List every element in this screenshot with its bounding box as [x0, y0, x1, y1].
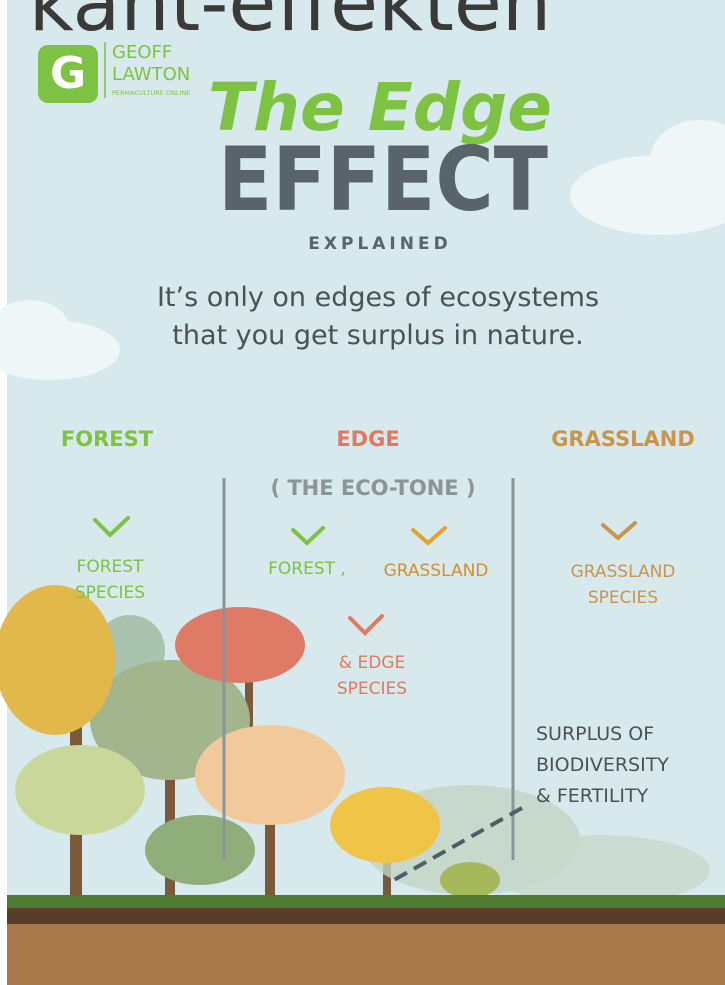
species-label: GRASSLAND	[571, 562, 676, 582]
overlay-title: kant-effekten	[29, 0, 552, 49]
soil-top	[7, 908, 725, 924]
species-label: SPECIES	[75, 583, 145, 603]
species-label: & EDGE	[339, 653, 405, 673]
species-label: FOREST	[77, 557, 145, 577]
species-label: GRASSLAND	[384, 561, 489, 581]
grass	[7, 895, 725, 909]
column-heading: EDGE	[336, 427, 399, 451]
subtitle: that you get surplus in nature.	[172, 320, 583, 351]
callout-line: BIODIVERSITY	[536, 754, 669, 776]
callout-line: SURPLUS OF	[536, 723, 654, 745]
logo-tagline: PERMACULTURE ONLINE	[112, 89, 190, 97]
column-heading: FOREST	[61, 427, 154, 451]
page: kant-effekten G GEOFF LAWTON PERMACULTUR…	[0, 0, 725, 985]
kicker: EXPLAINED	[308, 234, 451, 254]
species-label: SPECIES	[588, 588, 658, 608]
callout-line: & FERTILITY	[536, 785, 649, 807]
logo-line: LAWTON	[112, 64, 190, 85]
logo-mark: G	[50, 48, 86, 99]
species-label: FOREST ,	[268, 559, 346, 579]
subtitle: It’s only on edges of ecosystems	[157, 282, 599, 313]
main-title: EFFECT	[218, 128, 548, 231]
infographic: kant-effekten G GEOFF LAWTON PERMACULTUR…	[0, 0, 725, 985]
eco-tone-note: ( THE ECO-TONE )	[270, 476, 475, 500]
logo-line: GEOFF	[112, 42, 172, 63]
species-label: SPECIES	[337, 679, 407, 699]
column-heading: GRASSLAND	[551, 427, 695, 451]
